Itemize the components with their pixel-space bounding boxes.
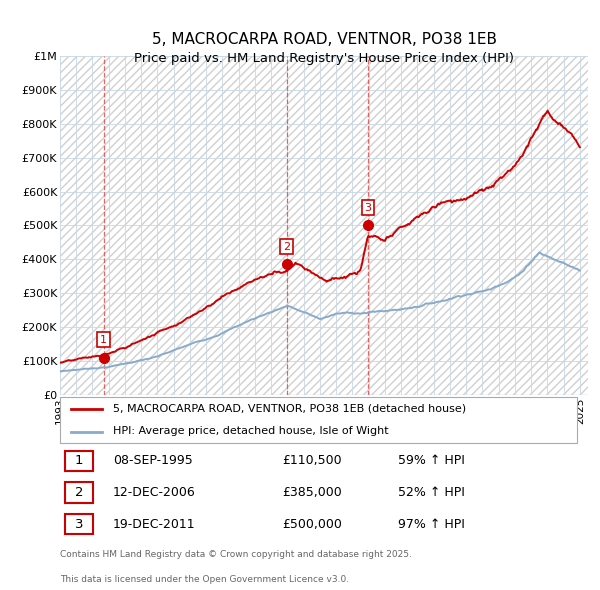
Text: 12-DEC-2006: 12-DEC-2006 — [113, 486, 196, 499]
Text: 3: 3 — [75, 517, 83, 530]
FancyBboxPatch shape — [65, 514, 93, 535]
Text: 2: 2 — [75, 486, 83, 499]
Text: Price paid vs. HM Land Registry's House Price Index (HPI): Price paid vs. HM Land Registry's House … — [134, 52, 514, 65]
Text: 2: 2 — [283, 241, 290, 251]
Text: 3: 3 — [365, 202, 371, 212]
Text: Contains HM Land Registry data © Crown copyright and database right 2025.: Contains HM Land Registry data © Crown c… — [60, 549, 412, 559]
Text: 19-DEC-2011: 19-DEC-2011 — [113, 517, 196, 530]
Text: £110,500: £110,500 — [282, 454, 341, 467]
Text: 5, MACROCARPA ROAD, VENTNOR, PO38 1EB: 5, MACROCARPA ROAD, VENTNOR, PO38 1EB — [151, 32, 497, 47]
Text: 52% ↑ HPI: 52% ↑ HPI — [398, 486, 465, 499]
Text: 97% ↑ HPI: 97% ↑ HPI — [398, 517, 465, 530]
FancyBboxPatch shape — [65, 482, 93, 503]
Text: 1: 1 — [75, 454, 83, 467]
Text: 08-SEP-1995: 08-SEP-1995 — [113, 454, 193, 467]
Text: HPI: Average price, detached house, Isle of Wight: HPI: Average price, detached house, Isle… — [113, 427, 388, 437]
Text: 59% ↑ HPI: 59% ↑ HPI — [398, 454, 465, 467]
Text: £500,000: £500,000 — [282, 517, 341, 530]
Text: 1: 1 — [100, 335, 107, 345]
FancyBboxPatch shape — [60, 397, 577, 443]
Text: 5, MACROCARPA ROAD, VENTNOR, PO38 1EB (detached house): 5, MACROCARPA ROAD, VENTNOR, PO38 1EB (d… — [113, 404, 466, 414]
Text: This data is licensed under the Open Government Licence v3.0.: This data is licensed under the Open Gov… — [60, 575, 349, 584]
FancyBboxPatch shape — [65, 451, 93, 471]
Text: £385,000: £385,000 — [282, 486, 341, 499]
